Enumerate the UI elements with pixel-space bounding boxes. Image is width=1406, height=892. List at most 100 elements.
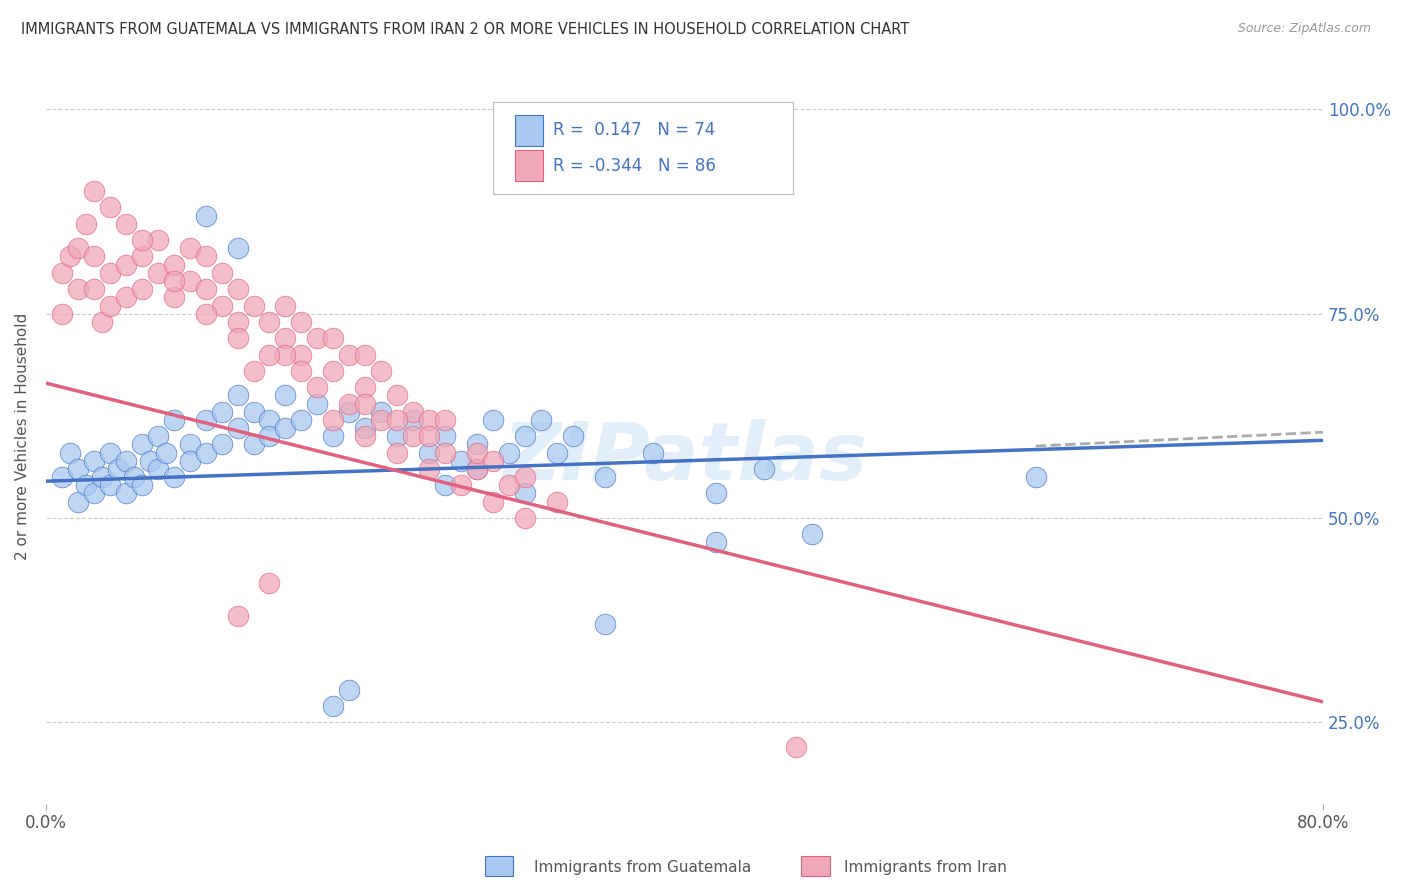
Point	[226, 421, 249, 435]
Point	[322, 698, 344, 713]
Point	[59, 250, 82, 264]
Point	[402, 405, 425, 419]
Point	[83, 184, 105, 198]
Point	[211, 266, 233, 280]
Point	[561, 429, 583, 443]
Point	[226, 241, 249, 255]
Point	[146, 266, 169, 280]
Point	[226, 315, 249, 329]
Point	[513, 486, 536, 500]
Point	[434, 445, 457, 459]
Point	[337, 405, 360, 419]
Point	[307, 396, 329, 410]
Point	[354, 380, 377, 394]
Point	[66, 494, 89, 508]
Point	[194, 250, 217, 264]
Point	[402, 413, 425, 427]
Text: ZIPatlas: ZIPatlas	[502, 419, 868, 498]
Point	[242, 364, 264, 378]
Point	[450, 478, 472, 492]
Point	[146, 233, 169, 247]
Point	[66, 241, 89, 255]
Point	[114, 258, 136, 272]
Point	[75, 478, 97, 492]
Point	[290, 347, 312, 361]
Point	[98, 201, 121, 215]
Point	[242, 298, 264, 312]
Point	[385, 445, 408, 459]
Point	[131, 250, 153, 264]
Point	[513, 511, 536, 525]
Point	[75, 217, 97, 231]
Point	[593, 470, 616, 484]
Point	[51, 266, 73, 280]
Point	[1025, 470, 1047, 484]
Point	[66, 282, 89, 296]
Point	[194, 209, 217, 223]
Point	[226, 388, 249, 402]
Point	[354, 429, 377, 443]
Point	[385, 429, 408, 443]
Point	[370, 364, 392, 378]
Point	[706, 486, 728, 500]
Point	[83, 486, 105, 500]
Point	[259, 429, 281, 443]
Point	[179, 241, 201, 255]
Point	[139, 454, 162, 468]
Point	[179, 437, 201, 451]
Point	[259, 413, 281, 427]
Point	[593, 617, 616, 632]
Point	[226, 609, 249, 624]
Point	[194, 413, 217, 427]
Point	[641, 445, 664, 459]
Point	[163, 470, 186, 484]
Point	[322, 429, 344, 443]
Point	[274, 331, 297, 345]
Point	[290, 413, 312, 427]
Point	[211, 298, 233, 312]
Point	[274, 388, 297, 402]
Point	[434, 478, 457, 492]
Point	[274, 347, 297, 361]
Point	[98, 298, 121, 312]
Point	[465, 462, 488, 476]
Point	[131, 478, 153, 492]
Point	[211, 437, 233, 451]
Point	[370, 405, 392, 419]
Point	[114, 454, 136, 468]
Point	[211, 405, 233, 419]
Y-axis label: 2 or more Vehicles in Household: 2 or more Vehicles in Household	[15, 312, 30, 560]
Point	[546, 494, 568, 508]
Point	[418, 462, 440, 476]
Point	[259, 347, 281, 361]
Point	[482, 494, 505, 508]
Point	[418, 413, 440, 427]
Text: Immigrants from Guatemala: Immigrants from Guatemala	[534, 860, 752, 874]
Point	[307, 331, 329, 345]
Point	[83, 282, 105, 296]
Point	[155, 445, 177, 459]
Point	[51, 307, 73, 321]
Point	[546, 445, 568, 459]
Point	[114, 217, 136, 231]
Point	[307, 380, 329, 394]
Point	[66, 462, 89, 476]
Point	[530, 413, 553, 427]
Point	[131, 437, 153, 451]
Point	[146, 462, 169, 476]
Point	[385, 388, 408, 402]
Point	[194, 307, 217, 321]
Point	[354, 421, 377, 435]
Point	[59, 445, 82, 459]
Point	[274, 298, 297, 312]
Point	[163, 290, 186, 304]
Point	[754, 462, 776, 476]
Point	[146, 429, 169, 443]
Point	[354, 347, 377, 361]
Point	[402, 429, 425, 443]
Point	[482, 454, 505, 468]
Bar	[515, 150, 543, 181]
Point	[498, 445, 520, 459]
Text: Immigrants from Iran: Immigrants from Iran	[844, 860, 1007, 874]
Text: Source: ZipAtlas.com: Source: ZipAtlas.com	[1237, 22, 1371, 36]
